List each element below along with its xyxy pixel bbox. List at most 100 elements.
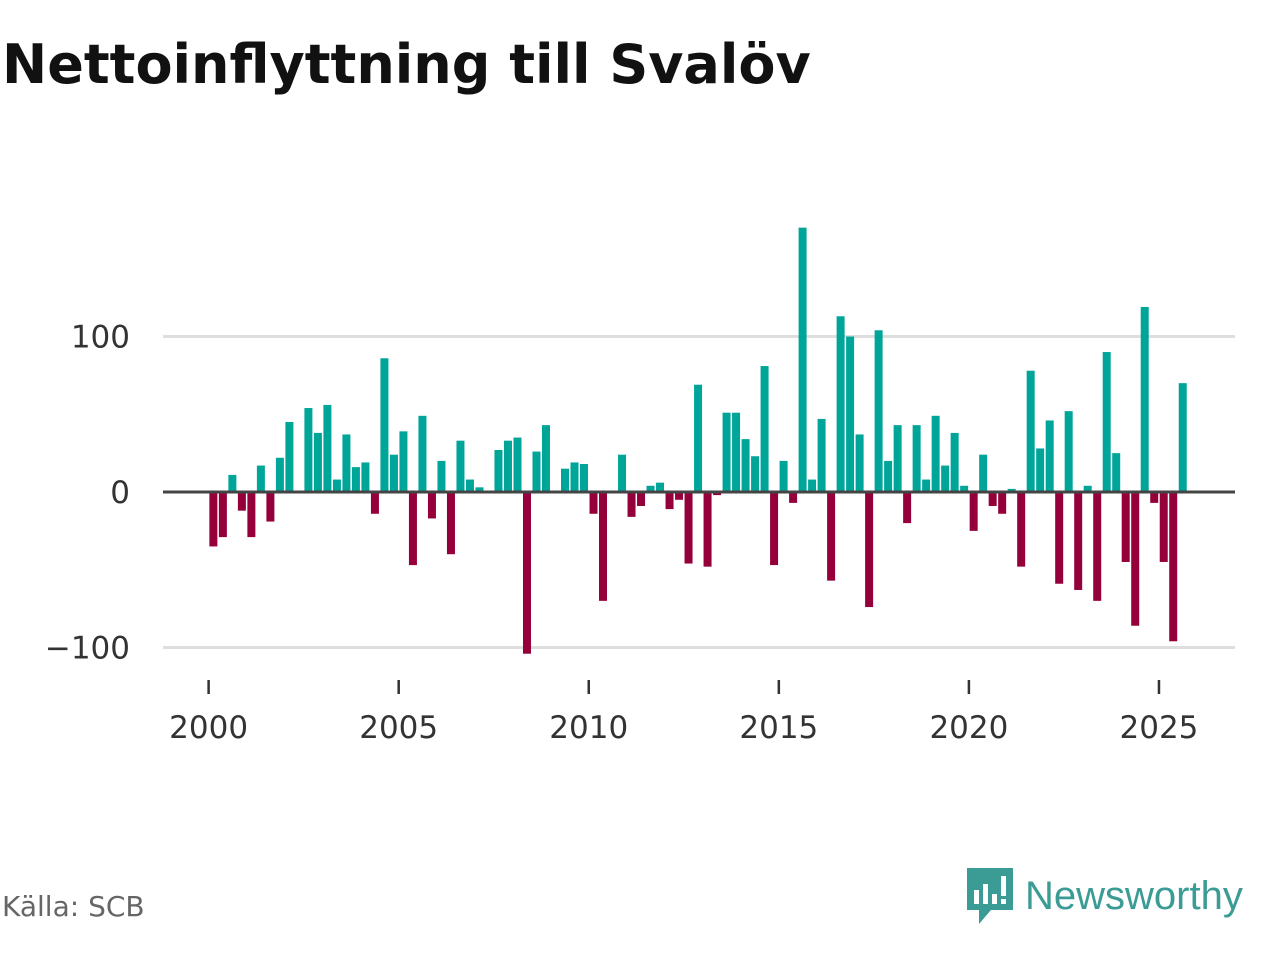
bar-positive <box>960 485 969 492</box>
bar-positive <box>751 456 760 492</box>
bar-positive <box>323 404 332 492</box>
bar-positive <box>561 468 569 492</box>
y-tick-label: −100 <box>45 631 130 667</box>
bar-negative <box>1121 492 1130 562</box>
y-tick-label: 100 <box>71 320 130 356</box>
axes: −100 0 100 2000 2005 2010 2015 2020 2025 <box>45 320 1235 746</box>
bar-negative <box>446 492 455 555</box>
chart-title: Nettoinflyttning till Svalöv <box>2 33 811 96</box>
bar-positive <box>618 454 627 492</box>
bar-negative <box>827 492 836 581</box>
bar-negative <box>903 492 912 524</box>
bar-negative <box>1131 492 1140 626</box>
bar-negative <box>1074 492 1083 590</box>
bar-positive <box>304 408 313 492</box>
bar-positive <box>418 415 427 492</box>
bar-positive <box>979 454 988 492</box>
bar-positive <box>465 479 474 492</box>
bar-positive <box>656 482 665 492</box>
bar-positive <box>941 465 950 492</box>
newsworthy-logo: Newsworthy <box>965 866 1243 926</box>
bar-positive <box>513 437 522 492</box>
x-tick-label: 2010 <box>549 710 628 746</box>
bar-positive <box>912 425 921 492</box>
bar-positive <box>275 457 284 492</box>
bar-negative <box>1017 492 1026 567</box>
bar-positive <box>256 465 265 492</box>
bar-positive <box>456 440 465 492</box>
bar-positive <box>228 474 237 492</box>
bar-positive <box>1140 306 1149 492</box>
bar-negative <box>209 492 218 547</box>
bar-negative <box>1055 492 1064 584</box>
bar-negative <box>684 492 693 564</box>
bar-positive <box>922 479 931 492</box>
gridlines <box>163 335 1235 649</box>
bar-positive <box>532 451 541 492</box>
brand-name: Newsworthy <box>1025 873 1243 918</box>
bar-positive <box>874 330 883 492</box>
bar-positive <box>399 431 408 492</box>
bar-negative <box>408 492 417 566</box>
bar-negative <box>1169 492 1178 642</box>
bar-positive <box>1102 352 1111 492</box>
bar-positive <box>694 384 703 492</box>
x-tick-label: 2015 <box>739 710 818 746</box>
bar-negative <box>266 492 275 522</box>
bar-positive <box>1064 411 1073 492</box>
bar-negative <box>522 492 531 654</box>
bar-negative <box>637 492 646 506</box>
bar-negative <box>1150 492 1159 503</box>
bar-positive <box>646 485 655 492</box>
bar-negative <box>713 492 722 496</box>
bar-negative <box>988 492 997 506</box>
bar-negative <box>427 492 436 519</box>
bar-positive <box>1007 488 1016 492</box>
bar-positive <box>893 425 902 492</box>
bar-negative <box>969 492 978 531</box>
bar-positive <box>342 434 351 492</box>
bar-positive <box>494 450 503 492</box>
bar-positive <box>389 454 398 492</box>
bar-positive <box>817 418 826 492</box>
bar-positive <box>503 440 512 492</box>
x-tick-label: 2025 <box>1120 710 1199 746</box>
bar-positive <box>798 227 807 492</box>
bar-positive <box>846 336 855 492</box>
bar-negative <box>770 492 779 566</box>
bar-negative <box>237 492 246 511</box>
bar-positive <box>836 316 845 492</box>
bar-positive <box>570 462 579 492</box>
bar-positive <box>1083 485 1092 492</box>
x-tick-label: 2005 <box>359 710 438 746</box>
bar-positive <box>884 460 893 492</box>
x-tick-label: 2000 <box>169 710 248 746</box>
bar-positive <box>475 487 484 492</box>
bar-positive <box>285 422 294 492</box>
bar-positive <box>808 479 817 492</box>
bars <box>209 227 1187 654</box>
bar-positive <box>580 464 589 492</box>
bar-positive <box>722 412 731 492</box>
bar-negative <box>247 492 256 538</box>
bar-negative <box>789 492 798 503</box>
bar-positive <box>931 415 940 492</box>
bar-positive <box>1026 370 1035 492</box>
x-tick-label: 2020 <box>929 710 1008 746</box>
bar-negative <box>675 492 684 500</box>
bar-positive <box>741 439 750 492</box>
bar-positive <box>855 434 864 492</box>
bar-positive <box>1178 383 1187 492</box>
bar-negative <box>998 492 1007 514</box>
bar-negative <box>703 492 712 567</box>
bar-positive <box>1045 420 1054 492</box>
bar-negative <box>627 492 636 517</box>
bar-positive <box>380 358 389 492</box>
bar-positive <box>313 432 322 492</box>
bar-positive <box>1112 453 1121 492</box>
bar-negative <box>1093 492 1102 601</box>
bar-positive <box>351 467 360 492</box>
bar-positive <box>732 412 741 492</box>
bar-negative <box>218 492 227 538</box>
